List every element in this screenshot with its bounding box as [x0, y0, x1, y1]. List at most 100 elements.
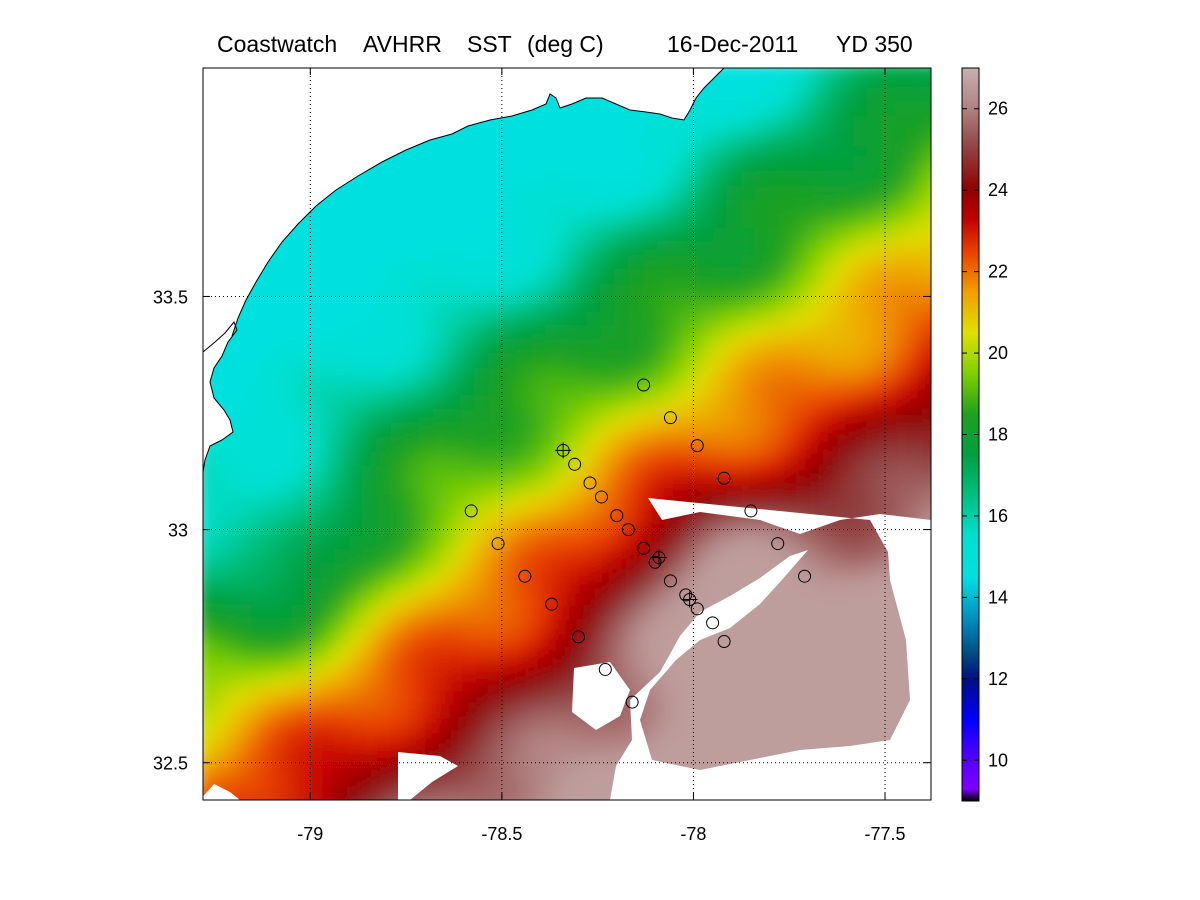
sst-cell [811, 88, 826, 103]
sst-cell [531, 564, 546, 579]
sst-cell [237, 788, 252, 800]
sst-cell [853, 186, 868, 201]
sst-cell [615, 172, 630, 187]
sst-cell [363, 340, 378, 355]
sst-cell [461, 494, 476, 509]
sst-cell [461, 214, 476, 229]
sst-cell [447, 298, 462, 313]
sst-cell [307, 648, 322, 663]
sst-cell [489, 634, 504, 649]
sst-cell [615, 256, 630, 271]
sst-cell [923, 452, 931, 467]
sst-cell [265, 270, 280, 285]
sst-cell [447, 326, 462, 341]
sst-cell [293, 578, 308, 593]
sst-cell [335, 606, 350, 621]
sst-cell [573, 494, 588, 509]
sst-cell [811, 662, 826, 677]
sst-cell [923, 466, 931, 481]
sst-cell [895, 214, 910, 229]
sst-cell [937, 634, 952, 649]
sst-cell [531, 550, 546, 565]
lon-tick-label: -77.5 [865, 824, 906, 844]
sst-cell [853, 522, 868, 537]
sst-cell [615, 298, 630, 313]
sst-cell [223, 564, 238, 579]
sst-cell [573, 270, 588, 285]
sst-cell [503, 718, 518, 733]
sst-cell [223, 802, 238, 817]
sst-cell [461, 788, 476, 800]
sst-cell [517, 480, 532, 495]
sst-cell [503, 242, 518, 257]
sst-cell [643, 718, 658, 733]
sst-cell [671, 452, 686, 467]
sst-cell [475, 298, 490, 313]
sst-cell [867, 354, 882, 369]
sst-cell [601, 172, 616, 187]
sst-cell [461, 508, 476, 523]
sst-cell [685, 326, 700, 341]
sst-cell [475, 634, 490, 649]
sst-cell [853, 158, 868, 173]
sst-cell [419, 396, 434, 411]
sst-cell [797, 536, 812, 551]
sst-cell [447, 592, 462, 607]
sst-cell [293, 368, 308, 383]
sst-cell [853, 116, 868, 131]
sst-cell [503, 256, 518, 271]
sst-cell [433, 648, 448, 663]
sst-cell [825, 704, 840, 719]
sst-cell [867, 256, 882, 271]
sst-cell [251, 564, 266, 579]
sst-cell [643, 410, 658, 425]
sst-cell [363, 634, 378, 649]
sst-cell [797, 284, 812, 299]
sst-cell [223, 690, 238, 705]
sst-cell [741, 438, 756, 453]
sst-cell [559, 508, 574, 523]
sst-cell [559, 564, 574, 579]
sst-cell [293, 312, 308, 327]
sst-cell [293, 494, 308, 509]
sst-cell [909, 68, 924, 75]
sst-cell [713, 214, 728, 229]
sst-cell [349, 676, 364, 691]
sst-cell [853, 102, 868, 117]
sst-cell [811, 116, 826, 131]
colorbar-tick-label: 22 [988, 262, 1008, 282]
sst-cell [223, 550, 238, 565]
sst-cell [685, 270, 700, 285]
sst-cell [895, 130, 910, 145]
sst-cell [699, 284, 714, 299]
sst-cell [867, 144, 882, 159]
sst-cell [531, 592, 546, 607]
sst-cell [657, 172, 672, 187]
sst-cell [419, 312, 434, 327]
sst-cell [783, 186, 798, 201]
sst-cell [419, 410, 434, 425]
sst-cell [223, 452, 238, 467]
sst-cell [349, 452, 364, 467]
station-circle [648, 555, 662, 569]
sst-cell [321, 788, 336, 800]
sst-cell [587, 410, 602, 425]
sst-cell [363, 746, 378, 761]
sst-cell [489, 340, 504, 355]
sst-cell [475, 788, 490, 800]
sst-cell [825, 578, 840, 593]
sst-cell [867, 620, 882, 635]
sst-cell [895, 480, 910, 495]
sst-cell [335, 746, 350, 761]
sst-cell [937, 88, 952, 103]
sst-cell [601, 494, 616, 509]
sst-cell [797, 102, 812, 117]
sst-cell [601, 158, 616, 173]
sst-cell [321, 690, 336, 705]
sst-cell [601, 116, 616, 131]
sst-cell [573, 242, 588, 257]
sst-cell [783, 424, 798, 439]
sst-cell [321, 620, 336, 635]
sst-cell [755, 158, 770, 173]
sst-cell [335, 662, 350, 677]
